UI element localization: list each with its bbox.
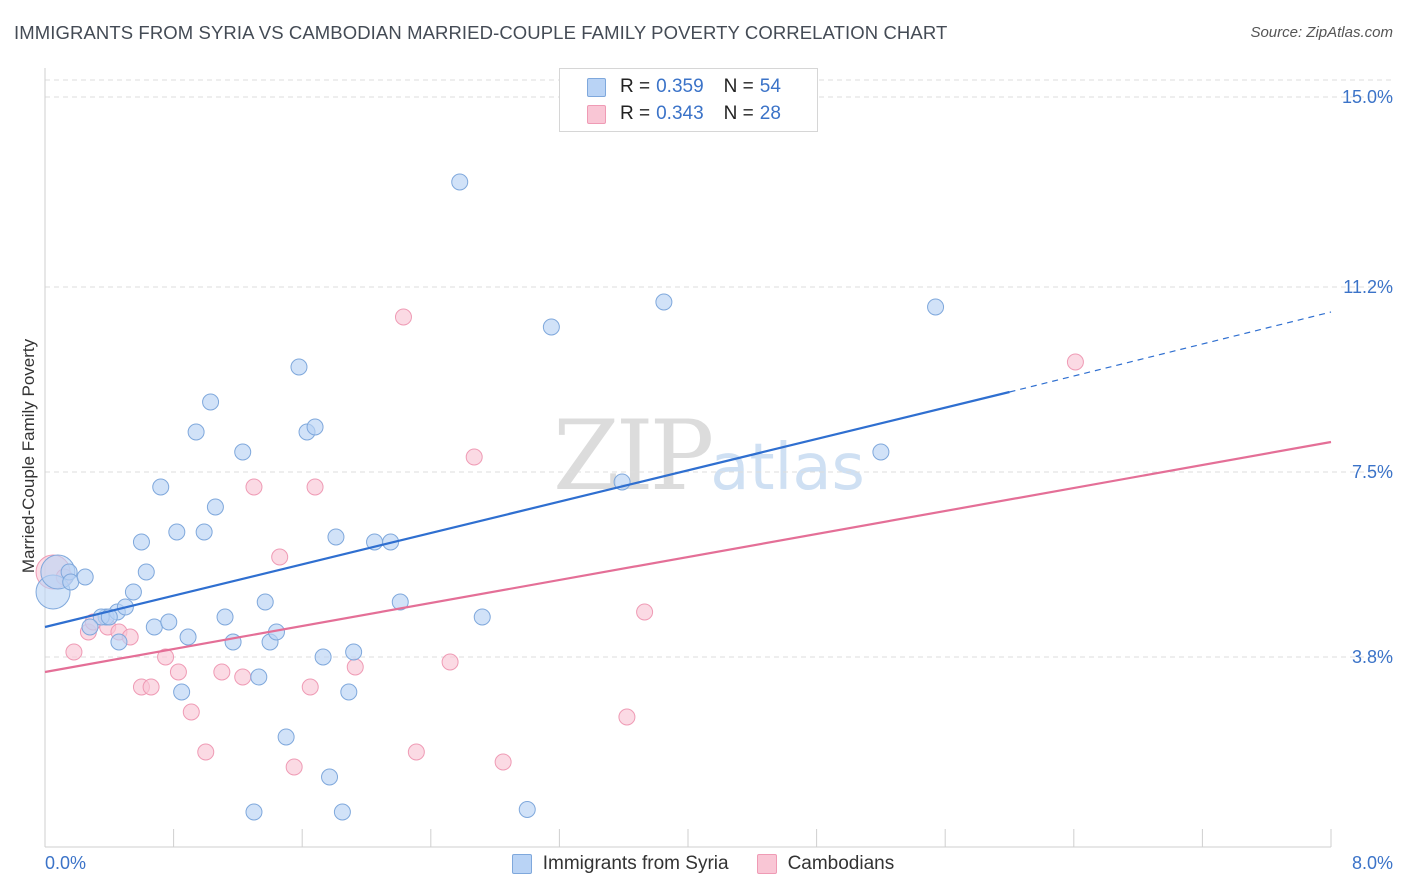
legend-n-value: 54: [759, 76, 781, 97]
syria-point: [195, 523, 213, 541]
cambodian-point: [285, 758, 303, 776]
syria-point: [245, 803, 263, 821]
syria-point: [152, 478, 170, 496]
x-tick-label: 8.0%: [1352, 853, 1393, 873]
syria-point: [179, 628, 197, 646]
legend-item-cambodians[interactable]: Cambodians: [756, 853, 895, 875]
syria-point: [451, 173, 469, 191]
cambodian-point: [346, 658, 364, 676]
cambodian-point: [494, 753, 512, 771]
legend-label-syria: Immigrants from Syria: [542, 853, 729, 874]
cambodian-point: [618, 708, 636, 726]
legend-n-label: N =: [723, 103, 754, 124]
legend-row-syria: R = 0.359 N = 54: [587, 75, 781, 99]
cambodian-point: [306, 478, 324, 496]
cambodian-point: [271, 548, 289, 566]
cambodian-point: [394, 308, 412, 326]
legend-r-value: 0.359: [656, 76, 704, 97]
syria-point: [518, 801, 536, 818]
series-legend: Immigrants from Syria Cambodians: [0, 851, 1406, 877]
cambodian-point: [65, 643, 83, 661]
legend-n-label: N =: [723, 76, 754, 97]
syria-point: [124, 583, 142, 601]
syria-point: [391, 593, 409, 611]
correlation-legend: R = 0.359 N = 54 R = 0.343 N = 28: [559, 68, 818, 132]
cambodian-point: [301, 678, 319, 696]
syria-point: [256, 593, 274, 611]
syria-point: [145, 618, 163, 636]
syria-point: [216, 608, 234, 626]
cambodian-point: [234, 668, 252, 686]
syria-point: [76, 568, 94, 586]
chart-title: IMMIGRANTS FROM SYRIA VS CAMBODIAN MARRI…: [14, 22, 948, 43]
syria-point: [314, 648, 332, 666]
legend-label-cambodians: Cambodians: [787, 853, 895, 874]
syria-point: [81, 618, 99, 636]
watermark-zip: ZIP: [553, 400, 714, 512]
cambodian-trend-line: [44, 440, 1332, 674]
cambodian-point: [245, 478, 263, 496]
legend-row-cambodians: R = 0.343 N = 28: [587, 102, 781, 126]
cambodian-point: [157, 648, 175, 666]
legend-r-value: 0.343: [656, 103, 704, 124]
syria-point: [187, 423, 205, 441]
syria-point: [473, 608, 491, 626]
cambodian-point: [197, 743, 215, 761]
syria-point: [340, 683, 358, 701]
source-credit: Source: ZipAtlas.com: [1250, 24, 1393, 41]
syria-point: [327, 528, 345, 546]
watermark-atlas: atlas: [710, 431, 865, 505]
y-tick-label: 15.0%: [1342, 87, 1393, 107]
syria-point: [655, 293, 673, 311]
cambodian-point: [182, 703, 200, 721]
syria-point: [290, 358, 308, 376]
syria-trend-line: [44, 390, 1010, 629]
y-tick-label: 7.5%: [1352, 462, 1393, 482]
syria-point: [234, 443, 252, 461]
syria-point: [132, 533, 150, 551]
legend-r-label: R =: [620, 103, 651, 124]
syria-point: [333, 803, 351, 821]
syria-point: [306, 418, 324, 436]
syria-point: [137, 563, 155, 581]
legend-swatch-cambodians: [756, 854, 777, 874]
syria-point: [872, 443, 890, 461]
cambodian-point: [213, 663, 231, 681]
syria-point: [202, 393, 220, 411]
syria-point: [250, 668, 268, 686]
syria-point: [168, 523, 186, 541]
syria-point: [160, 613, 178, 631]
legend-swatch-syria: [587, 77, 606, 97]
cambodian-point: [636, 603, 654, 621]
syria-point: [345, 643, 363, 661]
cambodian-point: [1066, 353, 1084, 371]
x-tick-label: 0.0%: [45, 853, 86, 873]
syria-point: [321, 768, 339, 786]
syria-point: [173, 683, 191, 701]
cambodian-point: [169, 663, 187, 681]
cambodian-point: [142, 678, 160, 696]
legend-swatch-syria: [511, 854, 532, 874]
syria-point: [62, 573, 80, 591]
legend-swatch-cambodians: [587, 104, 606, 124]
watermark: ZIPatlas: [553, 400, 865, 512]
syria-point: [927, 298, 945, 316]
cambodian-point: [465, 448, 483, 466]
syria-point: [542, 318, 560, 336]
legend-n-value: 28: [759, 103, 781, 124]
syria-point: [110, 633, 128, 651]
syria-point: [206, 498, 224, 516]
y-tick-label: 11.2%: [1343, 277, 1393, 297]
y-tick-label: 3.8%: [1352, 647, 1393, 667]
syria-trend-extension: [1009, 311, 1332, 393]
legend-r-label: R =: [620, 76, 651, 97]
cambodian-point: [407, 743, 425, 761]
legend-item-syria[interactable]: Immigrants from Syria: [511, 853, 729, 875]
syria-point: [277, 728, 295, 746]
cambodian-point: [441, 653, 459, 671]
